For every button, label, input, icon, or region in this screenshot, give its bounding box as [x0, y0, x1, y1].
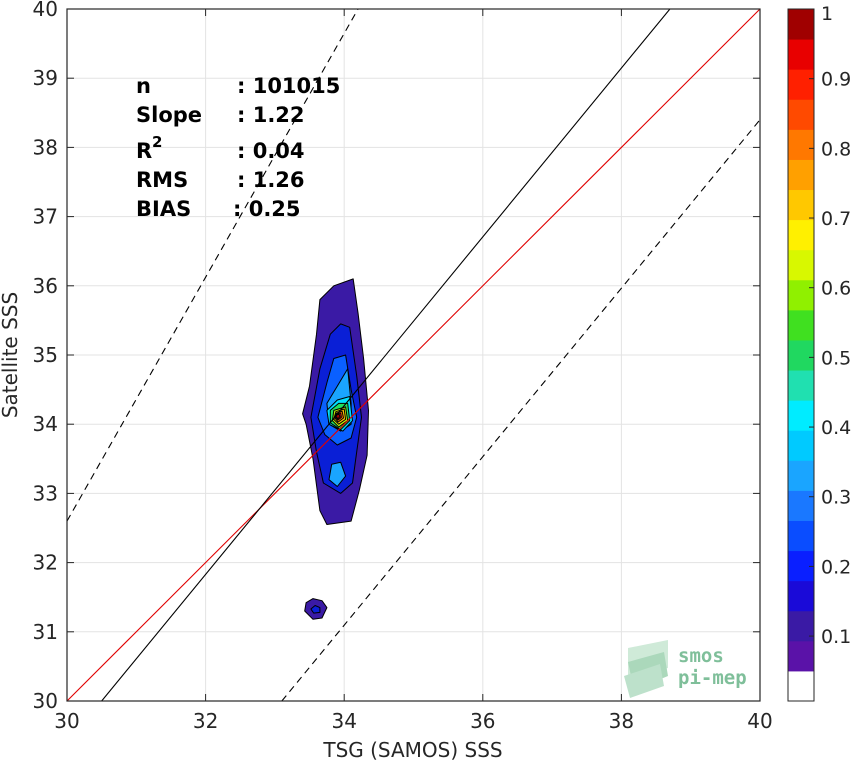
y-axis-title: Satellite SSS: [0, 292, 22, 418]
colorbar-tick-label: 0.6: [821, 278, 851, 300]
colorbar-cell: [788, 279, 814, 311]
stat-r2-superscript: 2: [152, 133, 162, 151]
colorbar-ticks: 0.1 0.2 0.3 0.4 0.5 0.6 0.7 0.8 0.9 1: [809, 3, 851, 648]
colorbar-tick-label: 1: [821, 3, 833, 25]
colorbar-cell: [788, 99, 814, 130]
colorbar-cell: [788, 249, 814, 281]
stat-r2-value: : 0.04: [237, 139, 305, 163]
colorbar-tick-label: 0.8: [821, 138, 851, 160]
x-tick-label: 38: [609, 709, 634, 733]
colorbar: 0.1 0.2 0.3 0.4 0.5 0.6 0.7 0.8 0.9 1: [787, 3, 851, 702]
stat-n-value: : 101015: [237, 74, 340, 98]
contour-level: [335, 414, 341, 420]
smos-pimep-logo: smos pi-mep: [624, 640, 747, 698]
colorbar-tick-label: 0.1: [821, 626, 851, 648]
logo-text-pi-mep: pi-mep: [678, 667, 747, 689]
line-lower-bound: [281, 119, 760, 701]
stat-slope-value: : 1.22: [237, 103, 305, 127]
colorbar-cell: [788, 430, 814, 461]
y-tick-label: 37: [33, 205, 58, 229]
stat-n-label: n: [136, 74, 151, 98]
colorbar-cell: [788, 520, 814, 552]
plot-area: n : 101015 Slope : 1.22 R 2 : 0.04 RMS :…: [66, 8, 761, 702]
y-tick-label: 40: [33, 0, 58, 21]
colorbar-tick-label: 0.5: [821, 347, 851, 369]
colorbar-cell: [788, 69, 814, 100]
colorbar-cell: [788, 219, 814, 251]
reference-lines: [67, 9, 760, 701]
y-axis: 30 31 32 33 34 35 36 37 38 39 40: [33, 0, 760, 713]
stat-rms-value: : 1.26: [237, 168, 305, 192]
x-tick-label: 34: [331, 709, 356, 733]
y-tick-label: 36: [33, 274, 58, 298]
colorbar-cell: [788, 460, 814, 491]
colorbar-cell: [788, 400, 814, 431]
stat-r2-label: R: [136, 139, 152, 163]
colorbar-tick-label: 0.3: [821, 487, 851, 509]
colorbar-cell: [788, 490, 814, 521]
y-tick-label: 31: [33, 620, 58, 644]
logo-text-smos: smos: [678, 645, 724, 667]
y-tick-label: 33: [33, 481, 58, 505]
x-tick-label: 32: [193, 709, 218, 733]
colorbar-cell: [788, 159, 814, 191]
grid-lines: [66, 8, 761, 702]
x-tick-label: 40: [747, 709, 772, 733]
colorbar-tick-label: 0.4: [821, 417, 851, 439]
colorbar-cell: [788, 370, 814, 401]
stat-rms-label: RMS: [136, 168, 188, 192]
density-contours: [302, 278, 369, 620]
colorbar-cells: [788, 9, 814, 702]
colorbar-cell: [788, 580, 814, 612]
x-tick-label: 36: [470, 709, 495, 733]
colorbar-tick-label: 0.7: [821, 208, 851, 230]
stats-block: n : 101015 Slope : 1.22 R 2 : 0.04 RMS :…: [136, 74, 340, 221]
colorbar-cell: [788, 640, 814, 672]
x-axis-title: TSG (SAMOS) SSS: [322, 738, 502, 762]
line-one-to-one: [67, 9, 760, 701]
line-regression-fit: [101, 9, 671, 701]
colorbar-cell: [788, 9, 814, 40]
y-tick-label: 30: [33, 689, 58, 713]
stat-bias-label: BIAS: [136, 197, 191, 221]
colorbar-cell: [788, 129, 814, 160]
x-tick-label: 30: [54, 709, 79, 733]
stat-bias-value: : 0.25: [233, 197, 301, 221]
colorbar-cell: [788, 610, 814, 642]
y-tick-label: 32: [33, 551, 58, 575]
colorbar-frame: [787, 8, 815, 702]
logo-waves-icon: [624, 640, 668, 698]
y-tick-label: 38: [33, 135, 58, 159]
line-upper-bound: [67, 9, 359, 522]
colorbar-cell: [788, 339, 814, 371]
colorbar-tick-label: 0.2: [821, 556, 851, 578]
y-tick-label: 39: [33, 66, 58, 90]
y-tick-label: 34: [33, 412, 58, 436]
contour-level: [310, 605, 321, 614]
y-tick-label: 35: [33, 343, 58, 367]
colorbar-cell: [788, 39, 814, 70]
colorbar-cell: [788, 550, 814, 582]
colorbar-cell: [788, 309, 814, 341]
stat-slope-label: Slope: [136, 103, 202, 127]
colorbar-cell: [788, 189, 814, 221]
colorbar-tick-label: 0.9: [821, 69, 851, 91]
colorbar-cell: [788, 670, 814, 702]
contour-level: [328, 461, 347, 487]
x-axis: 30 32 34 36 38 40: [54, 9, 773, 733]
